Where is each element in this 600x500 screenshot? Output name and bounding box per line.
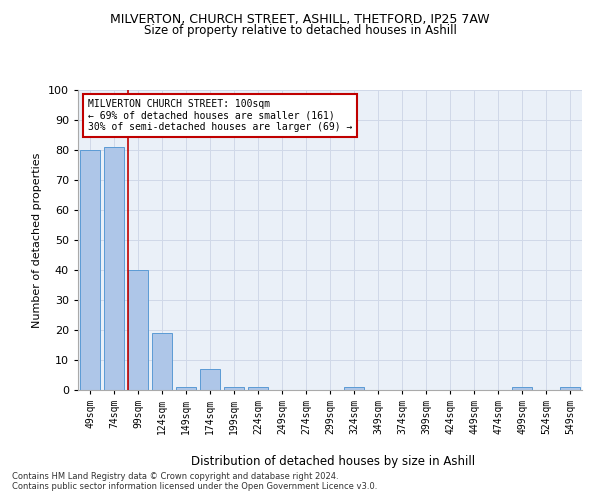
Text: Contains public sector information licensed under the Open Government Licence v3: Contains public sector information licen… bbox=[12, 482, 377, 491]
Bar bbox=[560, 387, 580, 390]
Bar bbox=[200, 369, 220, 390]
Bar bbox=[512, 387, 532, 390]
Bar bbox=[344, 387, 364, 390]
Bar bbox=[80, 150, 100, 390]
Text: Contains HM Land Registry data © Crown copyright and database right 2024.: Contains HM Land Registry data © Crown c… bbox=[12, 472, 338, 481]
Bar bbox=[128, 270, 148, 390]
Text: MILVERTON, CHURCH STREET, ASHILL, THETFORD, IP25 7AW: MILVERTON, CHURCH STREET, ASHILL, THETFO… bbox=[110, 12, 490, 26]
Text: Distribution of detached houses by size in Ashill: Distribution of detached houses by size … bbox=[191, 454, 475, 468]
Bar bbox=[224, 387, 244, 390]
Bar bbox=[248, 387, 268, 390]
Bar bbox=[176, 387, 196, 390]
Y-axis label: Number of detached properties: Number of detached properties bbox=[32, 152, 43, 328]
Bar bbox=[152, 333, 172, 390]
Bar bbox=[104, 147, 124, 390]
Text: Size of property relative to detached houses in Ashill: Size of property relative to detached ho… bbox=[143, 24, 457, 37]
Text: MILVERTON CHURCH STREET: 100sqm
← 69% of detached houses are smaller (161)
30% o: MILVERTON CHURCH STREET: 100sqm ← 69% of… bbox=[88, 99, 352, 132]
